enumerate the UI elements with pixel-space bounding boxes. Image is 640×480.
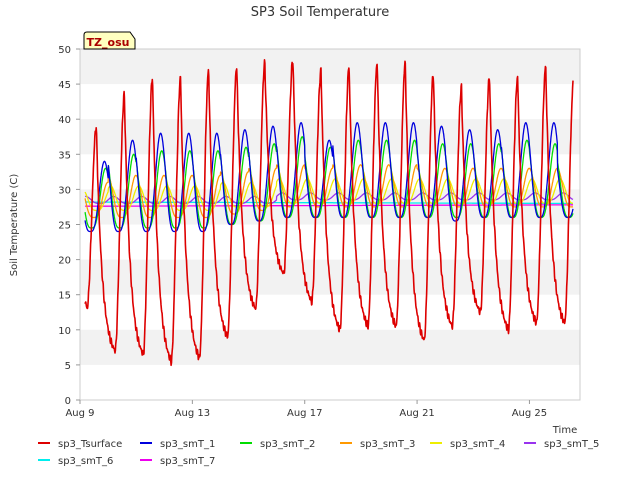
series-line-sp3-smT-5 [84, 192, 574, 205]
y-tick-label: 45 [58, 80, 71, 91]
tz-annotation: TZ_osu [83, 31, 136, 50]
y-tick-label: 0 [65, 396, 71, 407]
legend-label: sp3_smT_2 [260, 439, 315, 450]
series-layer [84, 58, 574, 367]
y-tick-label: 50 [58, 45, 71, 56]
x-tick-label: Aug 17 [287, 408, 322, 419]
y-tick-label: 5 [65, 361, 71, 372]
series-line-sp3-smT-7 [84, 204, 574, 207]
grid-band [80, 119, 580, 155]
legend-label: sp3_smT_6 [58, 456, 113, 467]
grid-band [80, 329, 580, 365]
x-tick-label: Aug 25 [512, 408, 547, 419]
x-tick-label: Aug 21 [399, 408, 434, 419]
x-tick-label: Aug 13 [175, 408, 210, 419]
y-tick-label: 35 [58, 150, 71, 161]
x-tick-label: Aug 9 [65, 408, 94, 419]
y-tick-label: 10 [58, 326, 71, 337]
y-tick-label: 40 [58, 115, 71, 126]
annotation-label: TZ_osu [87, 36, 130, 49]
y-tick-label: 15 [58, 291, 71, 302]
x-axis-ticks: Aug 9 Aug 13 Aug 17 Aug 21 Aug 25 [65, 400, 547, 419]
legend-label: sp3_smT_1 [160, 439, 215, 450]
legend-label: sp3_smT_7 [160, 456, 215, 467]
y-tick-label: 25 [58, 221, 71, 232]
legend-label: sp3_smT_5 [544, 439, 599, 450]
x-axis-label: Time [552, 425, 577, 436]
y-tick-label: 20 [58, 256, 71, 267]
grid-bands [80, 49, 580, 400]
legend-label: sp3_smT_4 [450, 439, 505, 450]
grid-band [80, 49, 580, 85]
y-axis-label: Soil Temperature (C) [9, 174, 20, 277]
series-line-sp3-Tsurface [84, 58, 574, 367]
y-axis-ticks: 0 5 10 15 20 25 30 35 40 45 50 [58, 45, 80, 407]
legend-label: sp3_Tsurface [58, 439, 122, 450]
legend-label: sp3_smT_3 [360, 439, 415, 450]
legend: sp3_Tsurface sp3_smT_1 sp3_smT_2 sp3_smT_3 s… [38, 439, 599, 467]
chart-title: SP3 Soil Temperature [251, 5, 389, 20]
y-tick-label: 30 [58, 185, 71, 196]
